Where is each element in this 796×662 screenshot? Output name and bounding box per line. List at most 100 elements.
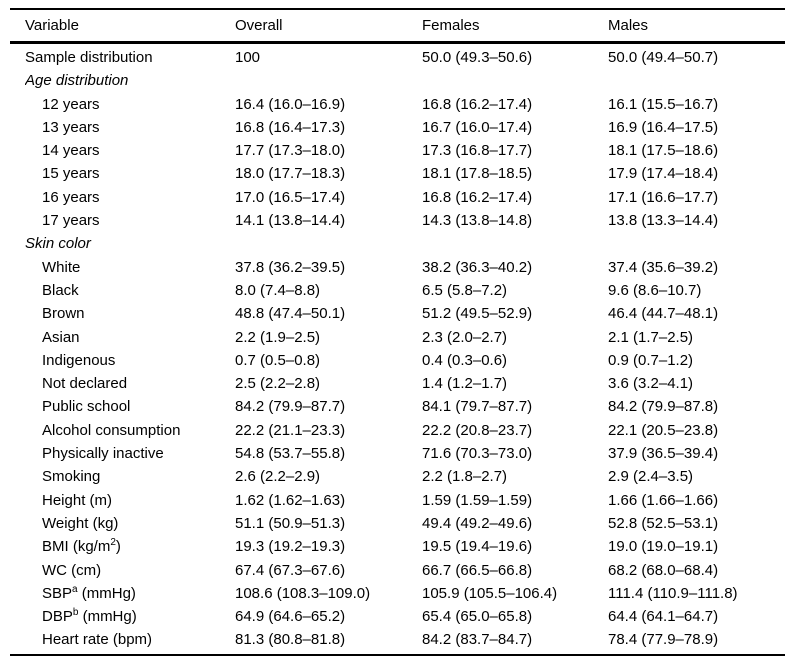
table-row: SBPa (mmHg) 108.6 (108.3–109.0) 105.9 (105…: [10, 582, 785, 605]
cell-females: 18.1 (17.8–18.5): [422, 165, 533, 183]
row-variable-label: BMI (kg/m2): [42, 537, 121, 556]
table-row: Black 8.0 (7.4–8.8) 6.5 (5.8–7.2) 9.6 (8.6–…: [10, 279, 785, 302]
cell-males: 13.8 (13.3–14.4): [608, 212, 719, 230]
row-variable-label: 16 years: [42, 188, 100, 206]
table-row: Asian 2.2 (1.9–2.5) 2.3 (2.0–2.7) 2.1 (1.7–…: [10, 326, 785, 349]
cell-females: 84.1 (79.7–87.7): [422, 398, 533, 416]
cell-males: 84.2 (79.9–87.8): [608, 398, 719, 416]
row-variable-label: Asian: [42, 328, 80, 346]
table-row: 17 years 14.1 (13.8–14.4) 14.3 (13.8–14.8)…: [10, 209, 785, 232]
cell-overall: 1.62 (1.62–1.63): [235, 491, 346, 509]
row-variable-label: 14 years: [42, 142, 100, 160]
cell-overall: 18.0 (17.7–18.3): [235, 165, 346, 183]
cell-males: 64.4 (64.1–64.7): [608, 608, 719, 626]
cell-females: 51.2 (49.5–52.9): [422, 305, 533, 323]
table-row: Sample distribution 100 50.0 (49.3–50.6) 50…: [10, 46, 785, 69]
cell-males: [608, 232, 785, 255]
cell-females: 65.4 (65.0–65.8): [422, 608, 533, 626]
row-variable-label: Heart rate (bpm): [42, 631, 153, 649]
row-variable-label: Indigenous: [42, 351, 116, 369]
cell-females: 2.2 (1.8–2.7): [422, 468, 508, 486]
table-row: 15 years 18.0 (17.7–18.3) 18.1 (17.8–18.5)…: [10, 162, 785, 185]
table-row: Heart rate (bpm) 81.3 (80.8–81.8) 84.2 (83…: [10, 628, 785, 651]
cell-males: 0.9 (0.7–1.2): [608, 351, 694, 369]
cell-overall: 0.7 (0.5–0.8): [235, 351, 321, 369]
cell-overall: 67.4 (67.3–67.6): [235, 561, 346, 579]
table-body: Sample distribution 100 50.0 (49.3–50.6) 50…: [10, 44, 785, 656]
cell-females: 1.4 (1.2–1.7): [422, 375, 508, 393]
cell-overall: 14.1 (13.8–14.4): [235, 212, 346, 230]
characteristics-table: Variable Overall Females Males Sample di…: [10, 8, 785, 656]
table-row: 16 years 17.0 (16.5–17.4) 16.8 (16.2–17.4)…: [10, 186, 785, 209]
row-variable-label: Black: [42, 281, 79, 299]
row-variable-label: 13 years: [42, 118, 100, 136]
row-variable-label: Public school: [42, 398, 131, 416]
cell-overall: 2.6 (2.2–2.9): [235, 468, 321, 486]
cell-males: 46.4 (44.7–48.1): [608, 305, 719, 323]
table-row: Smoking 2.6 (2.2–2.9) 2.2 (1.8–2.7) 2.9 (2.…: [10, 465, 785, 488]
cell-females: 2.3 (2.0–2.7): [422, 328, 508, 346]
cell-males: 16.1 (15.5–16.7): [608, 95, 719, 113]
footnote-marker: a: [72, 583, 78, 595]
cell-males: 17.1 (16.6–17.7): [608, 188, 719, 206]
cell-females: 49.4 (49.2–49.6): [422, 514, 533, 532]
table-row: 13 years 16.8 (16.4–17.3) 16.7 (16.0–17.4)…: [10, 116, 785, 139]
row-variable-label: Age distribution: [25, 72, 129, 90]
cell-females: 22.2 (20.8–23.7): [422, 421, 533, 439]
row-variable-label: Height (m): [42, 491, 113, 509]
cell-males: 19.0 (19.0–19.1): [608, 538, 719, 556]
cell-males: 50.0 (49.4–50.7): [608, 49, 719, 66]
cell-males: 3.6 (3.2–4.1): [608, 375, 694, 393]
cell-females: 16.8 (16.2–17.4): [422, 95, 533, 113]
cell-females: 16.7 (16.0–17.4): [422, 118, 533, 136]
footnote-marker: b: [72, 607, 79, 619]
cell-overall: 22.2 (21.1–23.3): [235, 421, 346, 439]
cell-males: 52.8 (52.5–53.1): [608, 514, 719, 532]
cell-females: 6.5 (5.8–7.2): [422, 281, 508, 299]
cell-males: 1.66 (1.66–1.66): [608, 491, 719, 509]
cell-females: 14.3 (13.8–14.8): [422, 212, 533, 230]
cell-males: 16.9 (16.4–17.5): [608, 118, 719, 136]
row-variable-label: White: [42, 258, 81, 276]
cell-overall: 16.8 (16.4–17.3): [235, 118, 346, 136]
cell-males: 37.9 (36.5–39.4): [608, 445, 719, 463]
table-row: Weight (kg) 51.1 (50.9–51.3) 49.4 (49.2–49…: [10, 512, 785, 535]
table-row: Skin color: [10, 232, 785, 255]
column-header-males: Males: [608, 17, 649, 34]
cell-females: 50.0 (49.3–50.6): [422, 49, 533, 66]
cell-females: 16.8 (16.2–17.4): [422, 188, 533, 206]
cell-overall: 16.4 (16.0–16.9): [235, 95, 346, 113]
cell-overall: 37.8 (36.2–39.5): [235, 258, 346, 276]
cell-overall: [235, 232, 422, 255]
table-row: Alcohol consumption 22.2 (21.1–23.3) 22.2 …: [10, 419, 785, 442]
row-variable-label: Brown: [42, 305, 85, 323]
table-row: Height (m) 1.62 (1.62–1.63) 1.59 (1.59–1.5…: [10, 489, 785, 512]
row-variable-label: 15 years: [42, 165, 100, 183]
row-variable-label: SBPa (mmHg): [42, 583, 136, 602]
cell-females: 1.59 (1.59–1.59): [422, 491, 533, 509]
row-variable-label: DBPb (mmHg): [42, 607, 137, 626]
cell-overall: 17.7 (17.3–18.0): [235, 142, 346, 160]
cell-males: 9.6 (8.6–10.7): [608, 281, 702, 299]
cell-overall: 8.0 (7.4–8.8): [235, 281, 321, 299]
column-header-overall: Overall: [235, 17, 283, 34]
cell-males: 2.9 (2.4–3.5): [608, 468, 694, 486]
column-header-females: Females: [422, 17, 480, 34]
cell-females: 84.2 (83.7–84.7): [422, 631, 533, 649]
cell-males: 17.9 (17.4–18.4): [608, 165, 719, 183]
row-variable-label: Not declared: [42, 375, 128, 393]
cell-overall: 108.6 (108.3–109.0): [235, 584, 371, 602]
cell-females: 66.7 (66.5–66.8): [422, 561, 533, 579]
row-variable-label: 12 years: [42, 95, 100, 113]
cell-overall: 2.2 (1.9–2.5): [235, 328, 321, 346]
cell-females: 71.6 (70.3–73.0): [422, 445, 533, 463]
cell-males: 68.2 (68.0–68.4): [608, 561, 719, 579]
cell-males: 18.1 (17.5–18.6): [608, 142, 719, 160]
cell-females: 17.3 (16.8–17.7): [422, 142, 533, 160]
cell-overall: 19.3 (19.2–19.3): [235, 538, 346, 556]
table-row: 14 years 17.7 (17.3–18.0) 17.3 (16.8–17.7)…: [10, 139, 785, 162]
row-variable-label: Alcohol consumption: [42, 421, 181, 439]
row-variable-label: Physically inactive: [42, 445, 164, 463]
cell-overall: 81.3 (80.8–81.8): [235, 631, 346, 649]
cell-males: 37.4 (35.6–39.2): [608, 258, 719, 276]
